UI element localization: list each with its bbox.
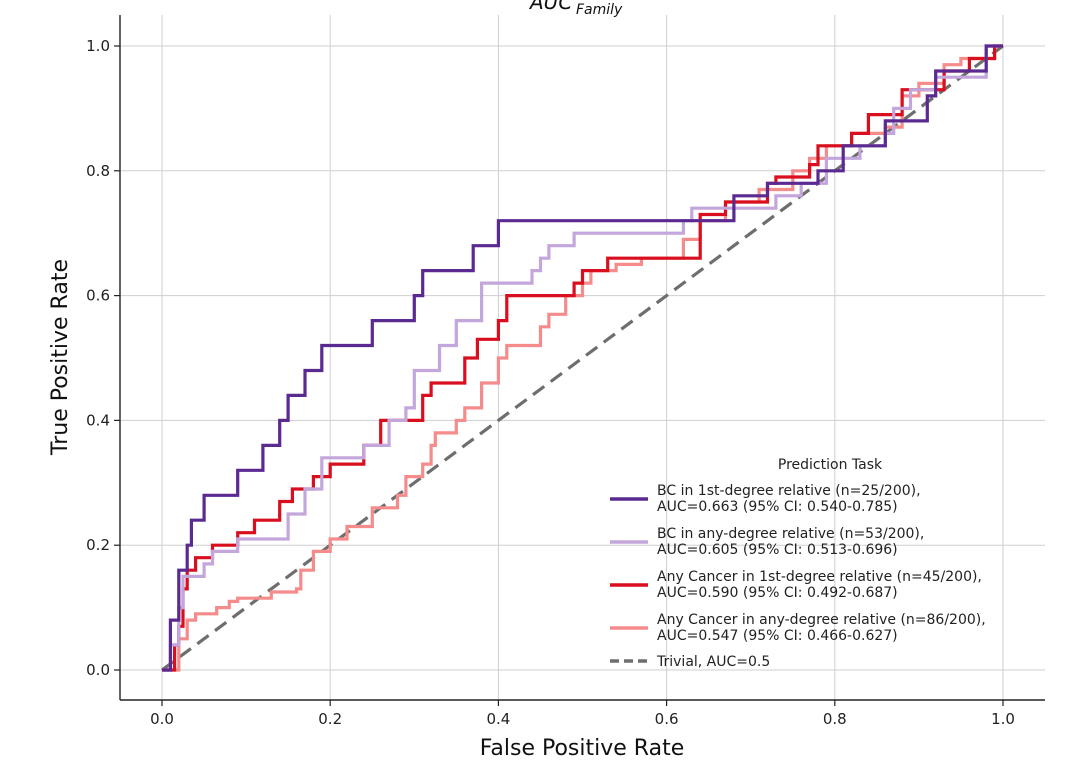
axes: [119, 15, 1045, 701]
ticks: 0.0 0.2 0.4 0.6 0.8 1.0 0.0 0.2 0.4 0.6 0.8 1.0: [86, 37, 1015, 728]
chart-title-subscript: Family: [576, 2, 623, 18]
legend: Prediction Task BC in 1st-degree relativ…: [610, 457, 986, 670]
legend-label-0: BC in 1st-degree relative (n=25/200),: [657, 483, 921, 499]
legend-title: Prediction Task: [778, 457, 883, 473]
legend-label-4: Trivial, AUC=0.5: [656, 654, 770, 670]
x-tick-label: 0.2: [318, 710, 342, 728]
x-axis-label: False Positive Rate: [480, 736, 684, 761]
y-tick-label: 0.6: [86, 287, 110, 305]
x-tick-label: 1.0: [991, 710, 1015, 728]
y-tick-label: 0.4: [86, 411, 110, 429]
y-tick-label: 0.0: [86, 661, 110, 679]
legend-label-2: Any Cancer in 1st-degree relative (n=45/…: [657, 569, 982, 585]
legend-auc-2: AUC=0.590 (95% CI: 0.492-0.687): [657, 585, 898, 601]
y-axis-label: True Positive Rate: [48, 259, 73, 456]
legend-auc-0: AUC=0.663 (95% CI: 0.540-0.785): [657, 499, 898, 515]
series-line-0: [162, 44, 1003, 672]
legend-label-3: Any Cancer in any-degree relative (n=86/…: [657, 612, 986, 628]
x-tick-label: 0.6: [655, 710, 679, 728]
legend-auc-3: AUC=0.547 (95% CI: 0.466-0.627): [657, 628, 898, 644]
legend-auc-1: AUC=0.605 (95% CI: 0.513-0.696): [657, 542, 898, 558]
legend-label-1: BC in any-degree relative (n=53/200),: [657, 526, 924, 542]
y-tick-label: 0.2: [86, 536, 110, 554]
x-tick-label: 0.0: [150, 710, 174, 728]
y-tick-label: 1.0: [86, 37, 110, 55]
x-tick-label: 0.8: [823, 710, 847, 728]
x-tick-label: 0.4: [486, 710, 510, 728]
y-tick-label: 0.8: [86, 162, 110, 180]
series-line-2: [162, 44, 1003, 672]
chart-title: AUC: [528, 0, 572, 14]
grid: [120, 15, 1045, 700]
series-layer: [161, 44, 1004, 672]
